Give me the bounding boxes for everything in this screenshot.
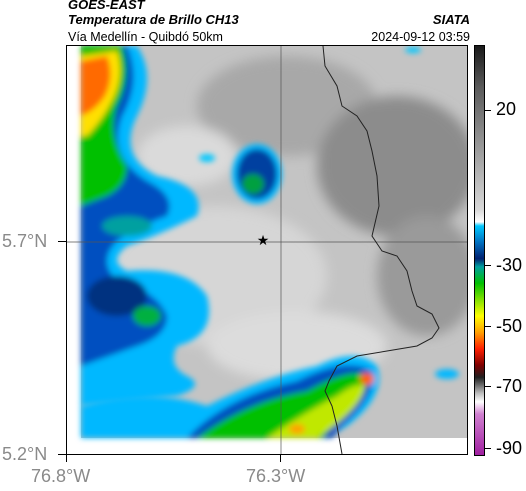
border-line: [322, 46, 440, 454]
datetime-label: 2024-09-12 03:59: [371, 30, 470, 44]
colorbar-label: -50: [496, 316, 523, 336]
lat-tick-mark: [58, 454, 66, 455]
convective-cell-center: [232, 144, 282, 204]
colorbar-tick: [485, 326, 491, 327]
lon-tick-mark: [280, 455, 281, 462]
lon-tick-mark: [66, 455, 67, 462]
colorbar-label: -30: [496, 255, 523, 275]
map-svg: ★: [67, 46, 467, 454]
convective-south: [81, 47, 459, 438]
lat-tick-label: 5.2°N: [2, 444, 48, 464]
region-label: Vía Medellín - Quibdó 50km: [68, 30, 223, 44]
colorbar-tick: [485, 265, 491, 266]
colorbar-tick: [485, 386, 491, 387]
satellite-map[interactable]: ★: [66, 45, 468, 455]
lat-tick-label: 5.7°N: [2, 231, 48, 251]
lat-tick-mark: [58, 241, 66, 242]
product-title: GOES-EAST: [68, 0, 145, 12]
colorbar-label: 20: [496, 99, 517, 119]
colorbar-tick: [485, 448, 491, 449]
convective-west: [81, 46, 209, 406]
org-label: SIATA: [432, 12, 470, 27]
colorbar: [474, 45, 485, 456]
colorbar-label: -90: [496, 438, 523, 458]
product-subtitle: Temperatura de Brillo CH13: [68, 12, 239, 27]
lon-tick-label: 76.3°W: [246, 466, 306, 486]
colorbar-label: -70: [496, 376, 523, 396]
lon-tick-label: 76.8°W: [31, 466, 91, 486]
colorbar-tick: [485, 110, 491, 111]
location-marker-icon: ★: [257, 233, 270, 249]
